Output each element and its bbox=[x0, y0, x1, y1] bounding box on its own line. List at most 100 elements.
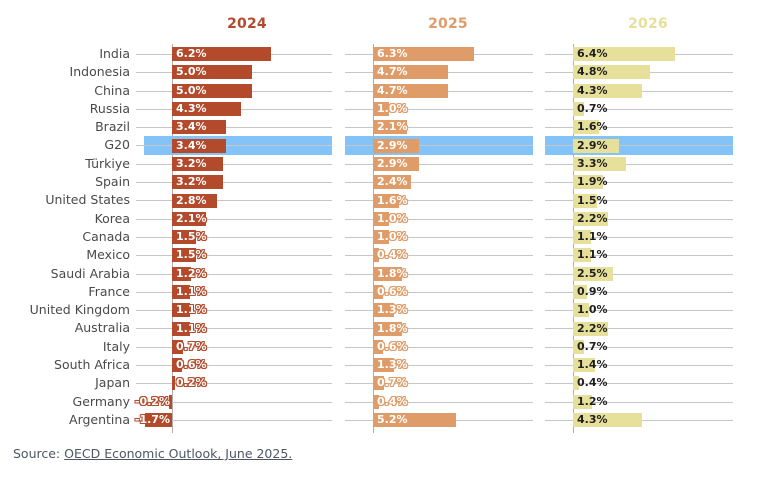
source-link[interactable]: OECD Economic Outlook, June 2025. bbox=[64, 446, 293, 461]
bar-cell-2026: 2.2% bbox=[545, 319, 733, 337]
bar-2025-china: 4.7% bbox=[373, 83, 449, 98]
bar-cell-2025: 1.8% bbox=[345, 319, 533, 337]
bar-cell-2024: 2.1% bbox=[136, 210, 332, 228]
bar-cell-2026: 1.6% bbox=[545, 118, 733, 136]
bar-2024-united-kingdom: 1.1% bbox=[172, 303, 207, 318]
bar-cell-2024: 3.2% bbox=[136, 155, 332, 173]
bar-value-label: 0.7% bbox=[577, 339, 608, 353]
bar-cell-2026: 2.5% bbox=[545, 265, 733, 283]
bar-value-label: 6.3% bbox=[377, 47, 408, 61]
bar-value-label: 3.2% bbox=[176, 175, 207, 189]
bar-2026-germany: 1.2% bbox=[573, 394, 608, 409]
bar-2025-t-rkiye: 2.9% bbox=[373, 156, 420, 171]
bar-2025-g20: 2.9% bbox=[373, 138, 420, 153]
bar-value-label: 3.3% bbox=[577, 156, 608, 170]
bar-cell-2026: 0.4% bbox=[545, 374, 733, 392]
country-label: Spain bbox=[95, 174, 130, 190]
bar-2024-g20: 3.4% bbox=[172, 138, 227, 153]
bar-cell-2024: 2.8% bbox=[136, 191, 332, 209]
country-label: United Kingdom bbox=[29, 302, 130, 318]
bar-cell-2025: 0.7% bbox=[345, 374, 533, 392]
bar-cell-2026: 6.4% bbox=[545, 45, 733, 63]
bar-value-label: 2.5% bbox=[577, 266, 608, 280]
bar-2026-g20: 2.9% bbox=[573, 138, 620, 153]
country-label: Russia bbox=[89, 100, 130, 116]
bar-cell-2024: -1.7% bbox=[135, 411, 332, 429]
bar-2026-indonesia: 4.8% bbox=[573, 65, 650, 80]
bar-value-label: 1.9% bbox=[577, 175, 608, 189]
row-germany: Germany -0.2% 0.4% 1.2% bbox=[0, 393, 771, 411]
bar-cell-2026: 1.1% bbox=[545, 246, 733, 264]
bar-2024-china: 5.0% bbox=[172, 83, 252, 98]
bar-cell-2026: 4.3% bbox=[545, 82, 733, 100]
bar-cell-2026: 2.2% bbox=[545, 210, 733, 228]
bar-2024-south-africa: 0.6% bbox=[172, 358, 207, 373]
bar-cell-2024: 4.3% bbox=[136, 100, 332, 118]
bar-2025-spain: 2.4% bbox=[373, 175, 412, 190]
bar-value-label: 1.8% bbox=[377, 321, 408, 335]
row-korea: Korea 2.1% 1.0% 2.2% bbox=[0, 210, 771, 228]
bar-value-label: 1.4% bbox=[577, 358, 608, 372]
bar-2025-brazil: 2.1% bbox=[373, 120, 408, 135]
bar-2025-indonesia: 4.7% bbox=[373, 65, 449, 80]
country-label: Italy bbox=[102, 338, 130, 354]
country-label: Saudi Arabia bbox=[50, 265, 130, 281]
bar-cell-2024: 1.1% bbox=[136, 319, 332, 337]
bar-2024-argentina: -1.7% bbox=[135, 413, 172, 428]
bar-value-label: 1.8% bbox=[377, 266, 408, 280]
bar-value-label: 4.3% bbox=[577, 413, 608, 427]
bar-value-label: 1.2% bbox=[176, 266, 207, 280]
bar-cell-2025: 1.8% bbox=[345, 265, 533, 283]
bar-cell-2026: 1.2% bbox=[545, 393, 733, 411]
bar-2025-japan: 0.7% bbox=[373, 376, 408, 391]
bar-cell-2025: 1.0% bbox=[345, 228, 533, 246]
bar-cell-2025: 5.2% bbox=[345, 411, 533, 429]
bar-cell-2026: 0.7% bbox=[545, 100, 733, 118]
bar-cell-2026: 4.8% bbox=[545, 63, 733, 81]
bar-value-label: 1.1% bbox=[176, 303, 207, 317]
bar-cell-2026: 1.4% bbox=[545, 356, 733, 374]
bar-value-label: 0.4% bbox=[377, 248, 408, 262]
country-label: Mexico bbox=[86, 247, 130, 263]
bar-cell-2024: 1.1% bbox=[136, 301, 332, 319]
row-united-kingdom: United Kingdom 1.1% 1.3% 1.0% bbox=[0, 301, 771, 319]
bar-value-label: 4.7% bbox=[377, 65, 408, 79]
country-label: United States bbox=[45, 192, 130, 208]
bar-cell-2024: 0.2% bbox=[136, 374, 332, 392]
bar-cell-2024: 1.1% bbox=[136, 283, 332, 301]
country-label: India bbox=[99, 46, 130, 61]
row-south-africa: South Africa 0.6% 1.3% 1.4% bbox=[0, 356, 771, 374]
bar-2026-united-states: 1.5% bbox=[573, 193, 608, 208]
bar-value-label: 0.4% bbox=[577, 376, 608, 390]
bar-value-label: 1.1% bbox=[176, 321, 207, 335]
bar-value-label: 2.1% bbox=[176, 211, 207, 225]
bar-value-label: 2.9% bbox=[377, 138, 408, 152]
bar-value-label: 1.6% bbox=[377, 193, 408, 207]
bar-value-label: 1.0% bbox=[577, 303, 608, 317]
bar-cell-2025: 1.6% bbox=[345, 191, 533, 209]
row-t-rkiye: Türkiye 3.2% 2.9% 3.3% bbox=[0, 155, 771, 173]
country-label: Canada bbox=[82, 228, 130, 244]
bar-2026-canada: 1.1% bbox=[573, 230, 608, 245]
country-label: Japan bbox=[95, 375, 130, 391]
bar-cell-2025: 0.4% bbox=[345, 246, 533, 264]
bar-value-label: 6.2% bbox=[176, 47, 207, 61]
row-india: India 6.2% 6.3% 6.4% bbox=[0, 45, 771, 63]
bar-cell-2024: 1.5% bbox=[136, 228, 332, 246]
bar-2024-spain: 3.2% bbox=[172, 175, 224, 190]
bar-2026-china: 4.3% bbox=[573, 83, 642, 98]
row-indonesia: Indonesia 5.0% 4.7% 4.8% bbox=[0, 63, 771, 81]
country-label: China bbox=[94, 82, 130, 98]
bar-value-label: 6.4% bbox=[577, 47, 608, 61]
bar-2026-argentina: 4.3% bbox=[573, 413, 642, 428]
bar-2026-russia: 0.7% bbox=[573, 102, 608, 117]
row-brazil: Brazil 3.4% 2.1% 1.6% bbox=[0, 118, 771, 136]
source-line: Source: OECD Economic Outlook, June 2025… bbox=[13, 446, 292, 461]
row-spain: Spain 3.2% 2.4% 1.9% bbox=[0, 173, 771, 191]
bar-cell-2025: 0.4% bbox=[345, 393, 533, 411]
bar-value-label: -1.7% bbox=[134, 413, 170, 427]
row-australia: Australia 1.1% 1.8% 2.2% bbox=[0, 319, 771, 337]
bar-2026-saudi-arabia: 2.5% bbox=[573, 266, 613, 281]
bar-2025-mexico: 0.4% bbox=[373, 248, 408, 263]
bar-value-label: 0.7% bbox=[176, 339, 207, 353]
